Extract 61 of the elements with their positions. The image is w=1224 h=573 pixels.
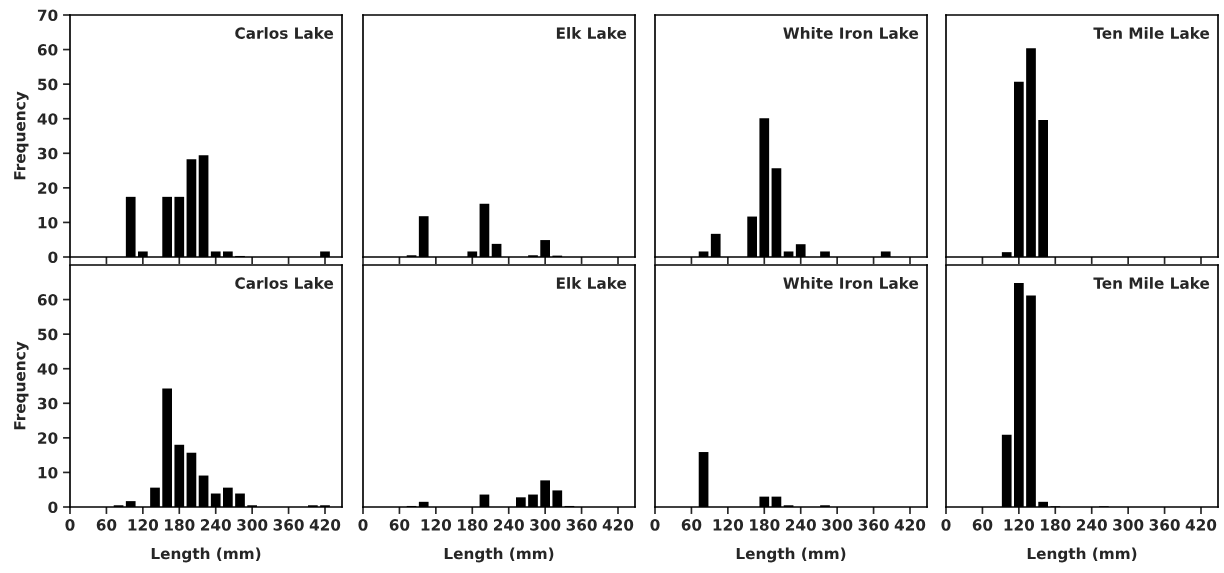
x-tick-label: 0: [358, 519, 368, 531]
x-axis-title: Length (mm): [1027, 547, 1137, 563]
x-tick-label: 240: [493, 519, 524, 531]
x-tick-label: 240: [785, 519, 816, 531]
x-tick-label: 300: [1113, 519, 1144, 531]
x-tick-label: 0: [941, 519, 951, 531]
x-tick-label: 360: [273, 519, 304, 531]
x-tick-label: 0: [65, 519, 75, 531]
y-tick-label: 50: [38, 328, 58, 341]
x-tick-label: 180: [750, 519, 780, 531]
y-tick-label: 40: [37, 113, 58, 125]
x-tick-label: 180: [165, 519, 195, 531]
x-axis-title: Length (mm): [444, 547, 554, 563]
x-tick-label: 60: [389, 519, 410, 531]
x-tick-label: 240: [200, 519, 231, 531]
text: White Iron Lake: [783, 277, 919, 289]
x-tick-label: 240: [1076, 519, 1107, 531]
x-tick-label: 420: [1185, 519, 1217, 531]
y-tick-label: 60: [37, 44, 58, 56]
y-tick-label: 0: [48, 251, 58, 264]
x-tick-label: 120: [128, 519, 159, 531]
x-tick-label: 300: [237, 519, 268, 531]
y-axis-title: Frequency: [14, 341, 29, 430]
x-tick-label: 420: [602, 519, 634, 531]
x-tick-label: 0: [650, 519, 660, 531]
text: Carlos Lake: [235, 27, 334, 39]
x-tick-label: 420: [894, 519, 926, 531]
y-tick-label: 0: [48, 501, 58, 514]
x-tick-label: 420: [309, 519, 341, 531]
text: Carlos Lake: [235, 277, 334, 289]
x-tick-label: 360: [858, 519, 889, 531]
x-axis-title: Length (mm): [151, 547, 261, 563]
y-axis-title: Frequency: [14, 91, 29, 180]
text: White Iron Lake: [783, 27, 919, 39]
x-tick-label: 360: [566, 519, 597, 531]
x-tick-label: 300: [530, 519, 561, 531]
y-tick-label: 40: [37, 363, 58, 375]
y-tick-label: 50: [38, 78, 58, 91]
x-tick-label: 60: [96, 519, 117, 531]
x-tick-label: 120: [1004, 519, 1035, 531]
y-tick-label: 60: [37, 294, 58, 306]
text: Elk Lake: [556, 27, 627, 39]
y-tick-label: 30: [37, 397, 58, 410]
text: Ten Mile Lake: [1093, 277, 1210, 289]
x-tick-label: 60: [972, 519, 993, 531]
x-axis-title: Length (mm): [736, 547, 846, 563]
x-tick-label: 180: [1041, 519, 1071, 531]
x-tick-label: 300: [822, 519, 853, 531]
text: Ten Mile Lake: [1093, 27, 1210, 39]
text: Elk Lake: [556, 277, 627, 289]
x-tick-label: 120: [713, 519, 744, 531]
y-tick-label: 20: [38, 182, 58, 194]
y-tick-label: 10: [38, 216, 58, 229]
y-tick-label: 10: [38, 466, 58, 479]
y-tick-label: 30: [37, 147, 58, 160]
y-tick-label: 20: [38, 432, 58, 444]
x-tick-label: 180: [458, 519, 488, 531]
y-tick-label: 70: [37, 9, 58, 22]
x-tick-label: 360: [1149, 519, 1180, 531]
x-tick-label: 120: [421, 519, 452, 531]
x-tick-label: 60: [681, 519, 702, 531]
